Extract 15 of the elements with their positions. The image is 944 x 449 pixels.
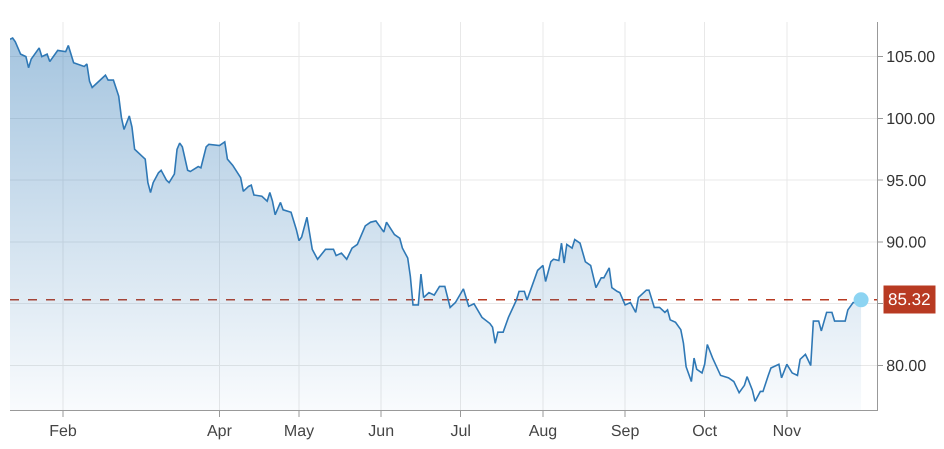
x-tick-label: May xyxy=(284,423,314,440)
y-tick-label: 95.00 xyxy=(886,172,926,190)
y-tick-label: 90.00 xyxy=(886,234,926,252)
x-tick-label: Sep xyxy=(610,423,640,440)
x-tick-label: Jul xyxy=(450,423,471,440)
x-tick-label: Aug xyxy=(528,423,558,440)
ref-line-label: 85.32 xyxy=(888,290,931,309)
y-tick-label: 100.00 xyxy=(886,110,936,128)
x-tick-label: Oct xyxy=(692,423,718,440)
x-tick-label: Feb xyxy=(49,423,77,440)
y-tick-label: 105.00 xyxy=(886,49,936,66)
y-tick-label: 80.00 xyxy=(886,358,926,376)
x-tick-label: Jun xyxy=(368,423,394,440)
x-tick-label: Apr xyxy=(207,423,233,440)
x-tick-label: Nov xyxy=(772,423,802,440)
